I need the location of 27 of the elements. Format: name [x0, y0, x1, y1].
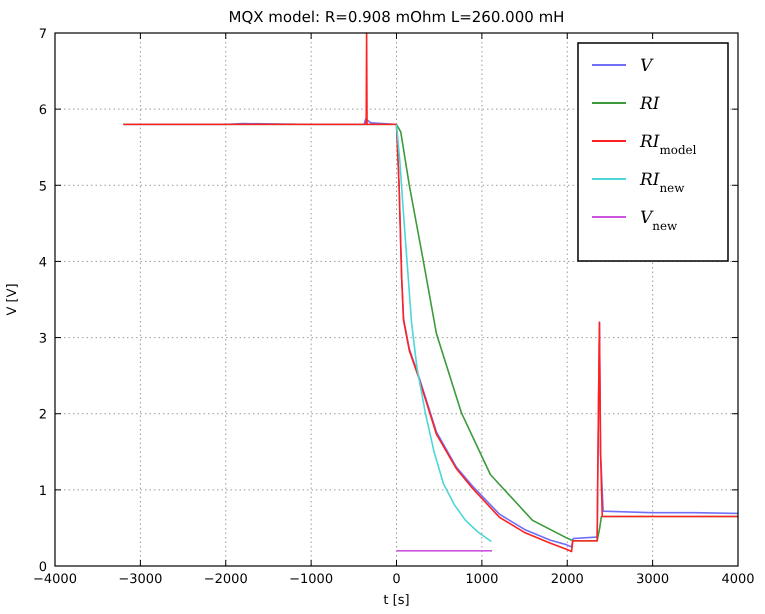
y-tick-label: 3	[38, 332, 47, 347]
legend-label: RI	[639, 94, 660, 114]
y-tick-label: 6	[38, 103, 47, 118]
x-tick-label: 2000	[550, 572, 584, 587]
x-axis-title: t [s]	[383, 593, 410, 608]
legend-label: V	[640, 56, 654, 76]
y-tick-label: 4	[38, 255, 47, 270]
legend-label: RI$_{model}$	[639, 132, 697, 157]
line-series	[122, 32, 738, 552]
x-tick-label: 3000	[636, 572, 670, 587]
y-tick-label: 7	[38, 27, 47, 42]
x-tick-label: −1000	[289, 572, 334, 587]
x-tick-label: 0	[392, 572, 401, 587]
legend-label: V$_{new}$	[640, 208, 678, 233]
y-tick-label: 0	[38, 560, 47, 575]
x-tick-label: −2000	[204, 572, 248, 587]
x-tick-label: −4000	[33, 572, 77, 587]
y-tick-label: 5	[38, 179, 47, 194]
y-axis-title: V [V]	[5, 283, 20, 316]
line-series	[396, 124, 492, 542]
y-tick-label: 2	[38, 408, 47, 423]
legend-label: RI$_{new}$	[639, 170, 686, 195]
y-tick-label: 1	[38, 484, 47, 499]
chart-title: MQX model: R=0.908 mOhm L=260.000 mH	[228, 8, 564, 26]
x-tick-label: 4000	[721, 572, 755, 587]
x-tick-label: 1000	[465, 572, 498, 587]
x-tick-label: −3000	[118, 572, 162, 587]
